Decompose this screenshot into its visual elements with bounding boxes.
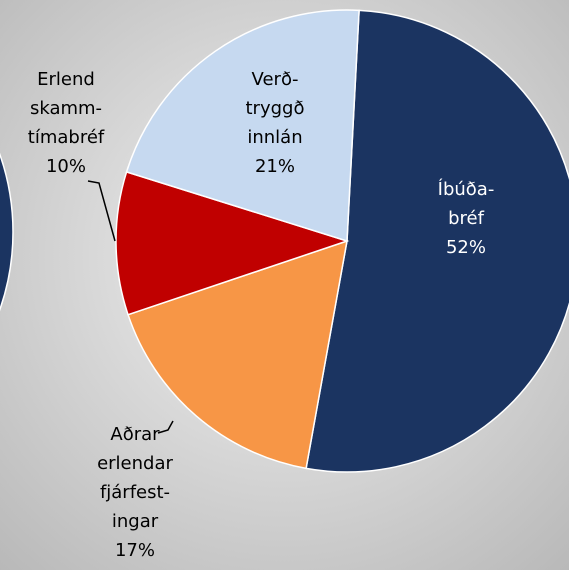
leader-line xyxy=(87,180,116,242)
value-label: 52% xyxy=(446,237,486,258)
neighbor-pie-edge xyxy=(0,152,14,312)
value-label: 17% xyxy=(115,540,155,561)
value-label: 21% xyxy=(255,156,295,177)
leader-line xyxy=(157,420,174,434)
labels: Íbúða-bréf 52% Aðrar erlendar fjárfest-ingar… xyxy=(28,69,495,561)
pie-slice xyxy=(125,9,360,243)
pie xyxy=(115,9,569,473)
value-label: 10% xyxy=(46,156,86,177)
pie-slice xyxy=(305,9,569,473)
pie-slice xyxy=(127,239,348,470)
category-label: Íbúða-bréf xyxy=(438,178,495,229)
category-label: Verð-tryggð innlán xyxy=(246,69,305,148)
category-label: Aðrar erlendar fjárfest-ingar xyxy=(97,424,173,532)
category-label: Erlend skamm-tímabréf xyxy=(28,69,105,148)
pie-slice xyxy=(115,170,350,316)
